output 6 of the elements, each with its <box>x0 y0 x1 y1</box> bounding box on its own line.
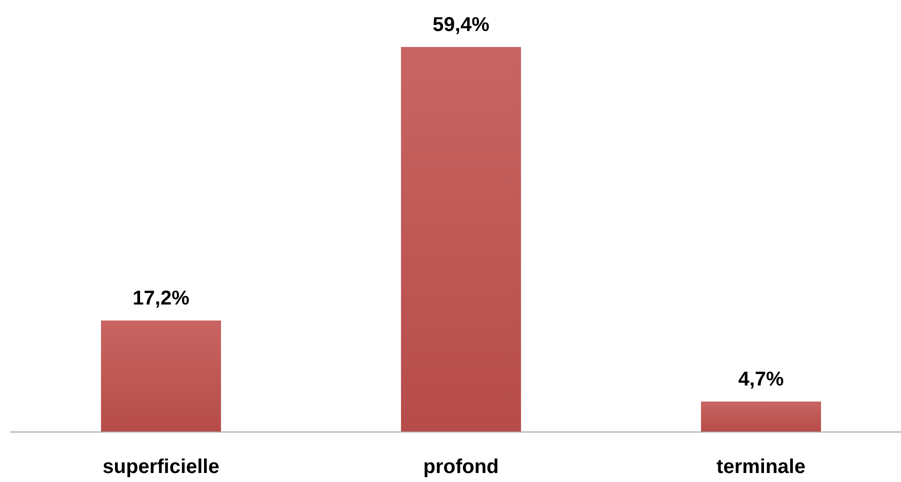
x-tick-label: profond <box>423 456 499 478</box>
data-label: 4,7% <box>738 368 784 391</box>
data-label: 59,4% <box>432 14 490 36</box>
x-tick-label: superficielle <box>102 456 220 478</box>
x-tick-label: terminale <box>716 456 806 478</box>
data-label: 17,2% <box>132 288 190 310</box>
